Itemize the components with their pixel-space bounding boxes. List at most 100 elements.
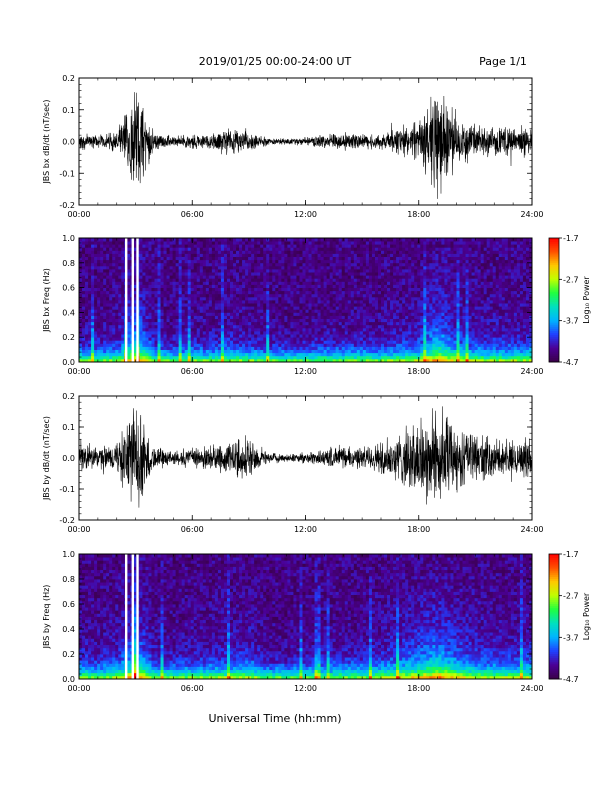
x-tick-label: 00:00 xyxy=(67,684,90,693)
y-tick-label: 0.4 xyxy=(62,625,75,634)
colorbar-segment xyxy=(549,629,559,632)
colorbar-segment xyxy=(549,326,559,330)
colorbar-tick-label: -4.7 xyxy=(563,675,579,684)
colorbar-segment xyxy=(549,635,559,638)
page-number: Page 1/1 xyxy=(479,55,527,68)
y-tick-label: 0.1 xyxy=(62,106,75,115)
x-tick-label: 06:00 xyxy=(181,525,204,534)
colorbar-segment xyxy=(549,291,559,295)
x-tick-label: 18:00 xyxy=(407,367,430,376)
y-tick-label: 1.0 xyxy=(62,550,75,559)
colorbar-segment xyxy=(549,579,559,582)
colorbar-segment xyxy=(549,581,559,584)
colorbar-segment xyxy=(549,583,559,586)
colorbar-segment xyxy=(549,643,559,647)
colorbar-segment xyxy=(549,250,559,253)
colorbar-segment xyxy=(549,287,559,291)
waveform-trace xyxy=(79,92,532,199)
colorbar-segment xyxy=(549,585,559,588)
colorbar-segment xyxy=(549,343,559,346)
colorbar-segment xyxy=(549,254,559,257)
colorbar-segment xyxy=(549,654,559,657)
colorbar-segment xyxy=(549,554,559,557)
colorbar-segment xyxy=(549,601,559,605)
y-tick-label: 1.0 xyxy=(62,234,75,243)
colorbar-segment xyxy=(549,359,559,363)
colorbar-segment xyxy=(549,312,559,315)
x-tick-label: 18:00 xyxy=(407,210,430,219)
colorbar-segment xyxy=(549,647,559,651)
colorbar-segment xyxy=(549,608,559,611)
colorbar-segment xyxy=(549,240,559,243)
colorbar-segment xyxy=(549,672,559,676)
colorbar-segment xyxy=(549,310,559,313)
colorbar-segment xyxy=(549,599,559,603)
colorbar-segment xyxy=(549,246,559,249)
y-axis-label: JBS bx Freq (Hz) xyxy=(42,268,51,333)
colorbar-segment xyxy=(549,285,559,288)
colorbar-segment xyxy=(549,238,559,241)
colorbar-tick-label: -1.7 xyxy=(563,550,579,559)
colorbar-segment xyxy=(549,616,559,619)
spectrogram-cells xyxy=(79,554,533,680)
data-gap xyxy=(124,554,128,679)
by-waveform-panel: 0.2 0.1 0.0 -0.1 -0.200:00 06:00 12:00 18:00 24:… xyxy=(42,392,544,534)
colorbar-segment xyxy=(549,347,559,350)
x-tick-label: 06:00 xyxy=(181,367,204,376)
colorbar-segment xyxy=(549,244,559,247)
colorbar-segment xyxy=(549,275,559,278)
x-tick-label: 12:00 xyxy=(294,210,317,219)
colorbar-segment xyxy=(549,293,559,297)
colorbar-segment xyxy=(549,322,559,326)
x-tick-label: 00:00 xyxy=(67,210,90,219)
x-tick-label: 00:00 xyxy=(67,525,90,534)
colorbar-segment xyxy=(549,676,559,680)
colorbar-tick-label: -4.7 xyxy=(563,358,579,367)
plot-frame xyxy=(78,77,533,206)
colorbar-segment xyxy=(549,662,559,665)
x-tick-label: 24:00 xyxy=(520,367,543,376)
colorbar-segment xyxy=(549,614,559,617)
colorbar-frame xyxy=(548,553,560,680)
colorbar-segment xyxy=(549,626,559,630)
colorbar-segment xyxy=(549,316,559,319)
colorbar-tick-label: -3.7 xyxy=(563,633,579,642)
x-tick-label: 00:00 xyxy=(67,367,90,376)
x-tick-label: 24:00 xyxy=(520,684,543,693)
colorbar-segment xyxy=(549,337,559,340)
colorbar-segment xyxy=(549,295,559,299)
bx-colorbar: -1.7 -2.7 -3.7 -4.7 Log₁₀ Power xyxy=(548,234,591,367)
colorbar-segment xyxy=(549,302,559,305)
colorbar-segment xyxy=(549,273,559,276)
colorbar-segment xyxy=(549,333,559,336)
colorbar-segment xyxy=(549,593,559,597)
colorbar-segment xyxy=(549,256,559,260)
colorbar-segment xyxy=(549,633,559,636)
y-tick-label: 0.2 xyxy=(62,74,75,83)
colorbar-segment xyxy=(549,641,559,644)
x-tick-label: 06:00 xyxy=(181,684,204,693)
y-axis-label: JBS by Freq (Hz) xyxy=(42,585,51,650)
y-tick-label: 0.8 xyxy=(62,575,75,584)
spectrogram-cells xyxy=(79,238,533,363)
y-tick-label: -0.2 xyxy=(59,516,75,525)
colorbar-segment xyxy=(549,591,559,594)
colorbar-segment xyxy=(549,324,559,328)
colorbar-frame xyxy=(548,237,560,363)
colorbar-segment xyxy=(549,252,559,255)
data-gap xyxy=(131,238,134,362)
y-tick-label: 0.2 xyxy=(62,392,75,401)
colorbar-segment xyxy=(549,660,559,663)
colorbar-segment xyxy=(549,308,559,311)
y-tick-label: 0.6 xyxy=(62,600,75,609)
y-tick-label: -0.2 xyxy=(59,201,75,210)
colorbar-segment xyxy=(549,248,559,251)
colorbar-segment xyxy=(549,306,559,309)
colorbar-segment xyxy=(549,289,559,293)
colorbar-segment xyxy=(549,670,559,674)
plot-frame xyxy=(78,237,533,363)
colorbar-tick-label: -2.7 xyxy=(563,275,579,284)
colorbar-segment xyxy=(549,266,559,270)
x-tick-label: 12:00 xyxy=(294,684,317,693)
